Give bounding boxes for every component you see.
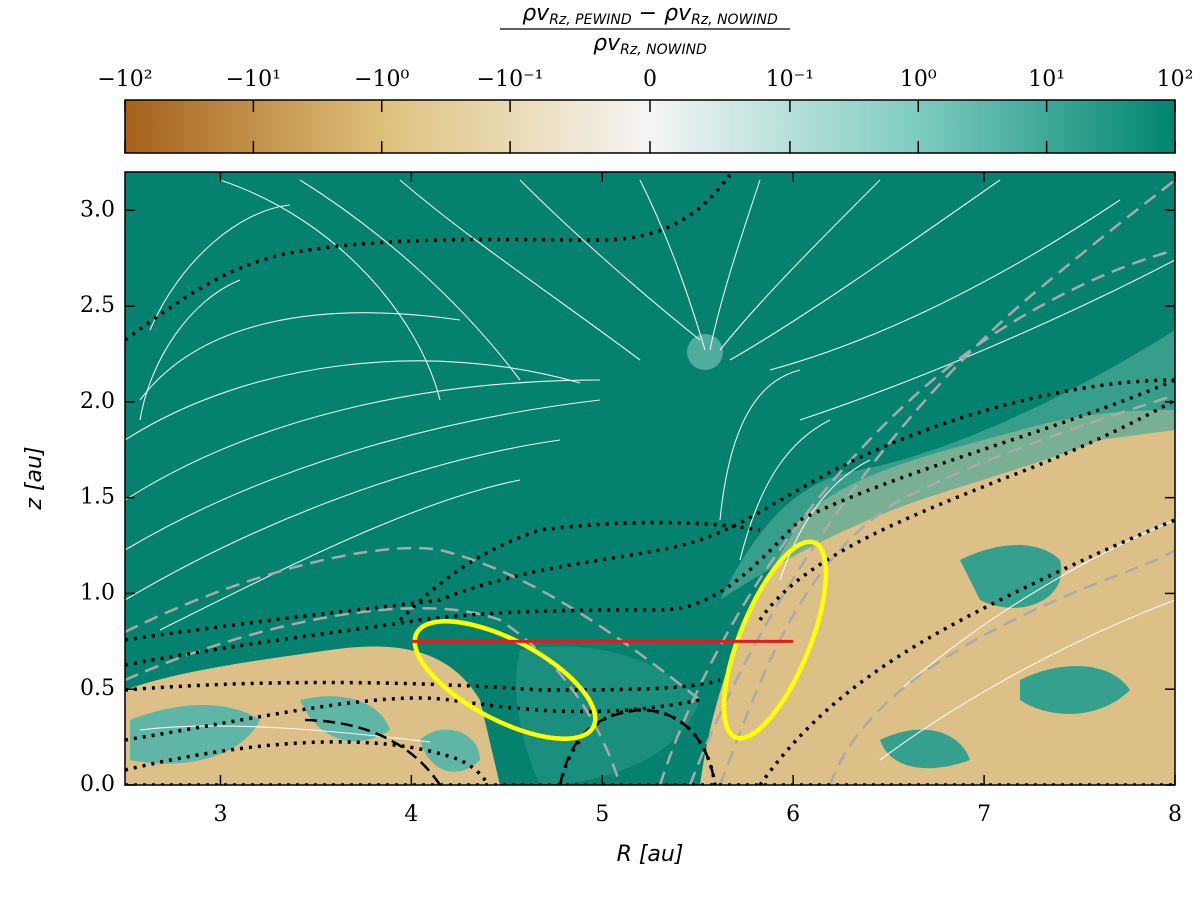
field — [125, 172, 1175, 785]
plot-frame — [124, 171, 1176, 786]
colorbar-tick-label: −10⁰ — [354, 67, 409, 92]
x-tick-label: 7 — [977, 802, 991, 827]
x-tick-label: 8 — [1168, 802, 1182, 827]
colorbar-tick-label: 10⁰ — [900, 67, 937, 92]
y-tick-label: 0.5 — [80, 676, 115, 701]
x-tick-label: 5 — [595, 802, 609, 827]
x-tick-label: 3 — [213, 802, 227, 827]
colorbar-tick-label: 10⁻¹ — [766, 67, 814, 92]
label-part: ρv — [522, 1, 550, 26]
x-tick-label: 4 — [404, 802, 418, 827]
y-tick-label: 3.0 — [80, 197, 115, 222]
x-tick-label: 6 — [786, 802, 800, 827]
colorbar-tick-label: 10² — [1157, 67, 1194, 92]
y-tick-label: 2.0 — [80, 389, 115, 414]
colorbar-label-numerator: ρvRz, PEWIND − ρvRz, NOWIND — [522, 1, 778, 28]
colorbar-tick-label: 0 — [643, 67, 657, 92]
y-axis-label: z [au] — [22, 446, 47, 510]
y-tick-label: 2.5 — [80, 293, 115, 318]
colorbar-tick-label: −10¹ — [226, 67, 281, 92]
x-axis-label: R [au] — [617, 842, 684, 867]
colorbar-tick-label: 10¹ — [1028, 67, 1065, 92]
y-tick-label: 1.5 — [80, 485, 115, 510]
label-part: − ρv — [632, 1, 692, 26]
colorbar-tick-label: −10² — [97, 67, 152, 92]
y-tick-label: 0.0 — [80, 772, 115, 797]
y-tick-label: 1.0 — [80, 580, 115, 605]
subscript: Rz, PEWIND — [549, 12, 632, 28]
colorbar-tick-label: −10⁻¹ — [477, 67, 544, 92]
subscript: Rz, NOWIND — [691, 12, 778, 28]
subscript: Rz, NOWIND — [620, 42, 707, 58]
colorbar-label-denominator: ρvRz, NOWIND — [593, 31, 707, 58]
label-part: ρv — [593, 31, 621, 56]
